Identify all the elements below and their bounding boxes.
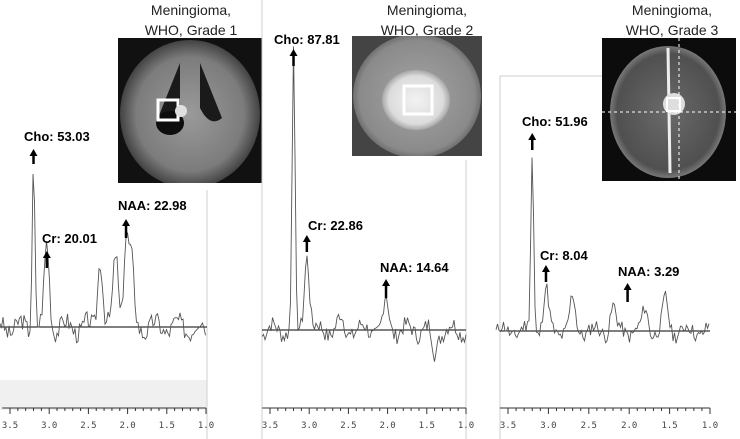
peak-arrowhead: [29, 149, 38, 156]
spectrum-line: [0, 173, 206, 344]
x-tick-label: 3.0: [540, 421, 556, 431]
peak-label: Cho: 87.81: [274, 32, 340, 47]
mri-thumbnail: [602, 38, 736, 181]
x-axis: 3.5 3.0 2.5 2.0 1.5 1.0: [500, 407, 718, 431]
spectrum-panel-grade-1: Meningioma, WHO, Grade 1 3.5 3.0 2.5 2.: [0, 0, 262, 439]
x-tick-label: 2.0: [379, 421, 395, 431]
title-line-2: WHO, Grade 1: [144, 22, 238, 38]
title-line-1: Meningioma,: [150, 2, 232, 18]
spectrum-panel-grade-2: Meningioma, WHO, Grade 2: [261, 0, 502, 439]
panel-title: Meningioma, WHO, Grade 1: [120, 0, 262, 40]
peak-label: Cr: 8.04: [540, 248, 588, 263]
peak-arrowhead: [42, 251, 51, 258]
title-line-2: WHO, Grade 2: [380, 22, 474, 38]
panel-title: Meningioma, WHO, Grade 3: [604, 0, 740, 40]
x-tick-label: 3.0: [41, 421, 57, 431]
mri-thumbnail: [352, 36, 482, 156]
x-tick-label: 1.5: [661, 421, 677, 431]
spectrum-plot: 3.5 3.0 2.5 2.0 1.5 1.0 Cho: 51.96 Cr: 8.04 NAA…: [495, 75, 718, 439]
x-tick-label: 2.0: [621, 421, 637, 431]
spectrum-plot: 3.5 3.0 2.5 2.0 1.5 1.0 Cho: 87.81 Cr: 22.86 NA…: [261, 0, 474, 439]
peak-label: NAA: 14.64: [380, 260, 449, 275]
x-tick-label: 1.5: [419, 421, 435, 431]
peak-annotations: Cho: 51.96 Cr: 8.04 NAA: 3.29: [522, 114, 679, 302]
x-tick-label: 1.5: [159, 421, 175, 431]
x-tick-label: 3.5: [500, 421, 516, 431]
x-tick-label: 3.5: [2, 421, 18, 431]
x-axis: 3.5 3.0 2.5 2.0 1.5 1.0: [2, 407, 214, 431]
peak-label: Cr: 22.86: [308, 218, 363, 233]
peak-arrowhead: [528, 133, 537, 140]
x-tick-label: 1.0: [198, 421, 214, 431]
peak-arrowhead: [289, 49, 298, 56]
peak-label: Cr: 20.01: [42, 231, 97, 246]
peak-label: NAA: 22.98: [118, 198, 187, 213]
peak-annotations: Cho: 87.81 Cr: 22.86 NAA: 14.64: [274, 32, 449, 298]
x-tick-label: 2.5: [581, 421, 597, 431]
peak-arrowhead: [382, 279, 391, 286]
x-tick-label: 2.5: [80, 421, 96, 431]
peak-annotations: Cho: 53.03 Cr: 20.01 NAA: 22.98: [24, 129, 187, 268]
axis-shade: [0, 380, 207, 410]
panel-title: Meningioma, WHO, Grade 2: [352, 0, 502, 40]
peak-arrowhead: [302, 235, 311, 242]
title-line-1: Meningioma,: [631, 2, 713, 18]
spectrum-line: [261, 46, 467, 362]
mri-thumbnail: [118, 38, 262, 183]
x-tick-label: 1.0: [458, 421, 474, 431]
x-axis: 3.5 3.0 2.5 2.0 1.5 1.0: [262, 407, 474, 431]
x-tick-label: 2.0: [119, 421, 135, 431]
peak-label: NAA: 3.29: [618, 264, 679, 279]
peak-label: Cho: 51.96: [522, 114, 588, 129]
spectrum-line: [495, 157, 710, 344]
peak-label: Cho: 53.03: [24, 129, 90, 144]
peak-arrowhead: [122, 219, 131, 226]
title-line-1: Meningioma,: [386, 2, 468, 18]
x-tick-label: 1.0: [702, 421, 718, 431]
x-tick-label: 2.5: [340, 421, 356, 431]
title-line-2: WHO, Grade 3: [625, 22, 719, 38]
peak-arrowhead: [541, 265, 550, 272]
x-tick-label: 3.0: [301, 421, 317, 431]
x-tick-label: 3.5: [262, 421, 278, 431]
spectrum-plot: 3.5 3.0 2.5 2.0 1.5 1.0 Cho: 53.03 Cr: 20.01 NA…: [0, 129, 214, 439]
spectrum-panel-grade-3: Meningioma, WHO, Grade 3 3.5 3.0 2.5 2.: [495, 0, 740, 439]
peak-arrowhead: [623, 283, 632, 290]
